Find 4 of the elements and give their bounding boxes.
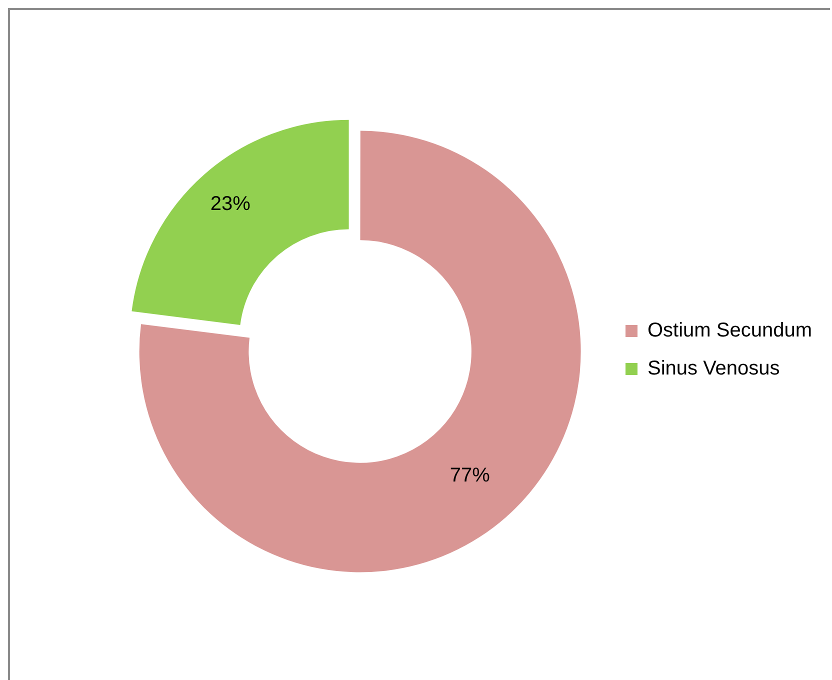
data-label: 77% [450,464,490,487]
legend-label: Ostium Secundum [647,320,812,342]
legend-label: Sinus Venosus [647,358,780,380]
data-label: 23% [210,192,251,215]
